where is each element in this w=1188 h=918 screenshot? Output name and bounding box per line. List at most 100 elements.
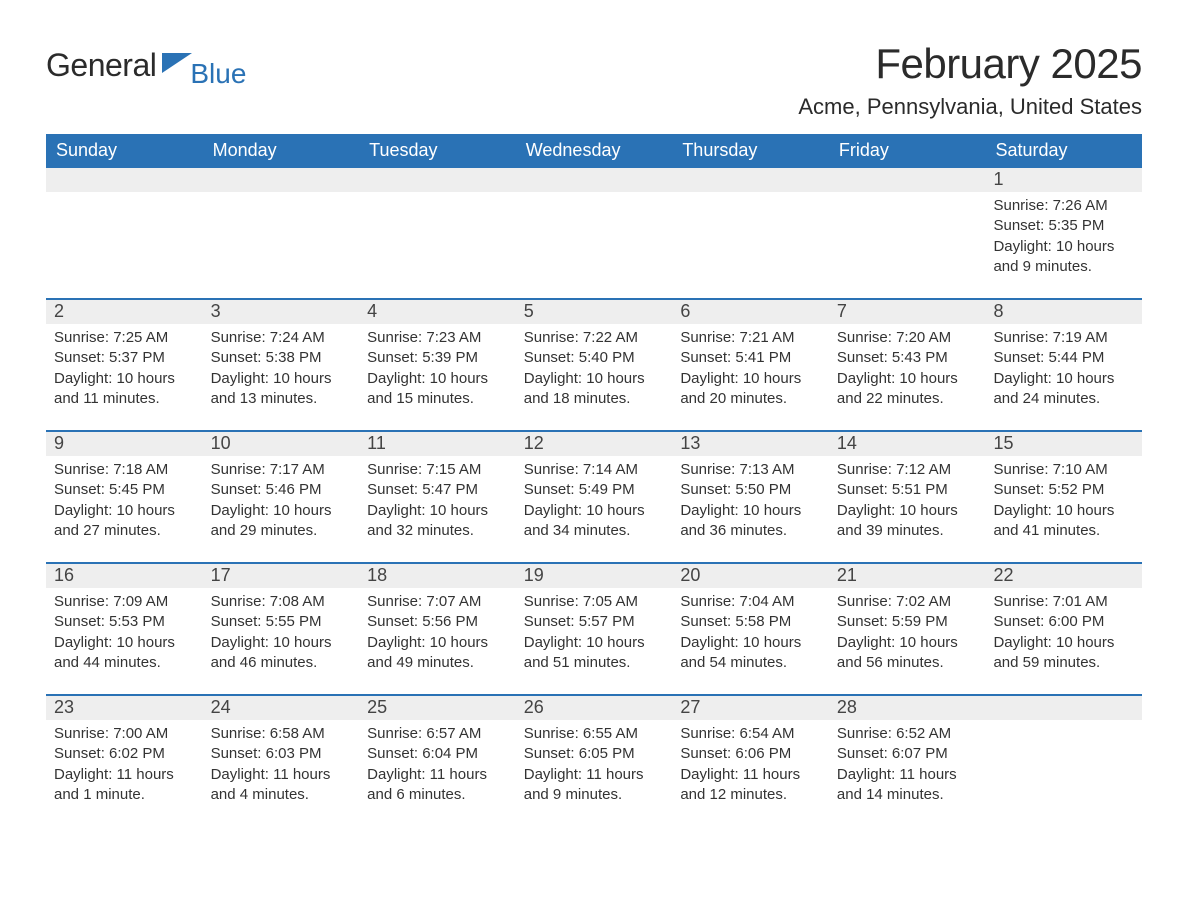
day-daylight: Daylight: 10 hours xyxy=(54,633,195,653)
week-row: 1Sunrise: 7:26 AMSunset: 5:35 PMDaylight… xyxy=(46,168,1142,280)
day-daylight: Daylight: 11 hours xyxy=(211,765,352,785)
day-sunset: Sunset: 5:46 PM xyxy=(211,480,352,500)
day-detail: Sunrise: 7:09 AMSunset: 5:53 PMDaylight:… xyxy=(46,588,203,676)
day-sunset: Sunset: 5:49 PM xyxy=(524,480,665,500)
day-detail-row: Sunrise: 7:25 AMSunset: 5:37 PMDaylight:… xyxy=(46,324,1142,412)
title-block: February 2025 Acme, Pennsylvania, United… xyxy=(798,40,1142,120)
day-sunrise: Sunrise: 7:01 AM xyxy=(993,592,1134,612)
day-daylight: Daylight: 10 hours xyxy=(680,633,821,653)
day-detail: Sunrise: 7:07 AMSunset: 5:56 PMDaylight:… xyxy=(359,588,516,676)
day-daylight: Daylight: 10 hours xyxy=(524,369,665,389)
day-daylight: Daylight: 10 hours xyxy=(837,369,978,389)
day-sunrise: Sunrise: 7:00 AM xyxy=(54,724,195,744)
day-sunset: Sunset: 5:47 PM xyxy=(367,480,508,500)
day-number-row: 9101112131415 xyxy=(46,432,1142,456)
day-sunset: Sunset: 5:38 PM xyxy=(211,348,352,368)
dow-cell: Wednesday xyxy=(516,134,673,168)
day-detail: Sunrise: 6:52 AMSunset: 6:07 PMDaylight:… xyxy=(829,720,986,808)
day-sunrise: Sunrise: 6:54 AM xyxy=(680,724,821,744)
day-sunrise: Sunrise: 7:12 AM xyxy=(837,460,978,480)
day-daylight: Daylight: 10 hours xyxy=(54,369,195,389)
day-sunrise: Sunrise: 7:14 AM xyxy=(524,460,665,480)
day-daylight: Daylight: 11 hours xyxy=(837,765,978,785)
day-sunset: Sunset: 6:02 PM xyxy=(54,744,195,764)
day-sunset: Sunset: 6:07 PM xyxy=(837,744,978,764)
day-sunset: Sunset: 5:57 PM xyxy=(524,612,665,632)
day-detail: Sunrise: 6:54 AMSunset: 6:06 PMDaylight:… xyxy=(672,720,829,808)
day-sunrise: Sunrise: 7:21 AM xyxy=(680,328,821,348)
day-daylight2: and 22 minutes. xyxy=(837,389,978,409)
day-daylight2: and 24 minutes. xyxy=(993,389,1134,409)
day-daylight2: and 29 minutes. xyxy=(211,521,352,541)
day-detail: Sunrise: 7:19 AMSunset: 5:44 PMDaylight:… xyxy=(985,324,1142,412)
day-number: 25 xyxy=(359,696,516,720)
day-sunrise: Sunrise: 7:25 AM xyxy=(54,328,195,348)
day-daylight: Daylight: 10 hours xyxy=(211,369,352,389)
day-detail xyxy=(203,192,360,280)
dow-cell: Sunday xyxy=(46,134,203,168)
day-detail: Sunrise: 7:08 AMSunset: 5:55 PMDaylight:… xyxy=(203,588,360,676)
day-detail: Sunrise: 7:04 AMSunset: 5:58 PMDaylight:… xyxy=(672,588,829,676)
day-daylight2: and 41 minutes. xyxy=(993,521,1134,541)
day-sunset: Sunset: 6:00 PM xyxy=(993,612,1134,632)
day-daylight: Daylight: 11 hours xyxy=(367,765,508,785)
day-detail: Sunrise: 7:18 AMSunset: 5:45 PMDaylight:… xyxy=(46,456,203,544)
day-detail: Sunrise: 7:00 AMSunset: 6:02 PMDaylight:… xyxy=(46,720,203,808)
day-sunrise: Sunrise: 7:24 AM xyxy=(211,328,352,348)
day-sunset: Sunset: 5:45 PM xyxy=(54,480,195,500)
day-detail: Sunrise: 7:25 AMSunset: 5:37 PMDaylight:… xyxy=(46,324,203,412)
day-sunset: Sunset: 5:51 PM xyxy=(837,480,978,500)
day-number: 17 xyxy=(203,564,360,588)
day-detail: Sunrise: 7:14 AMSunset: 5:49 PMDaylight:… xyxy=(516,456,673,544)
day-detail xyxy=(985,720,1142,808)
dow-cell: Friday xyxy=(829,134,986,168)
day-sunset: Sunset: 5:56 PM xyxy=(367,612,508,632)
day-number: 12 xyxy=(516,432,673,456)
day-detail: Sunrise: 7:20 AMSunset: 5:43 PMDaylight:… xyxy=(829,324,986,412)
day-sunset: Sunset: 6:03 PM xyxy=(211,744,352,764)
day-detail: Sunrise: 6:58 AMSunset: 6:03 PMDaylight:… xyxy=(203,720,360,808)
week-row: 2345678Sunrise: 7:25 AMSunset: 5:37 PMDa… xyxy=(46,298,1142,412)
day-sunrise: Sunrise: 6:55 AM xyxy=(524,724,665,744)
day-daylight: Daylight: 10 hours xyxy=(837,633,978,653)
day-daylight2: and 11 minutes. xyxy=(54,389,195,409)
dow-cell: Tuesday xyxy=(359,134,516,168)
day-sunrise: Sunrise: 7:10 AM xyxy=(993,460,1134,480)
day-number: 16 xyxy=(46,564,203,588)
day-detail: Sunrise: 7:01 AMSunset: 6:00 PMDaylight:… xyxy=(985,588,1142,676)
day-sunset: Sunset: 5:35 PM xyxy=(993,216,1134,236)
day-daylight2: and 15 minutes. xyxy=(367,389,508,409)
day-number: 10 xyxy=(203,432,360,456)
day-sunrise: Sunrise: 6:52 AM xyxy=(837,724,978,744)
day-daylight2: and 1 minute. xyxy=(54,785,195,805)
day-sunrise: Sunrise: 6:57 AM xyxy=(367,724,508,744)
day-daylight: Daylight: 10 hours xyxy=(993,237,1134,257)
dow-cell: Monday xyxy=(203,134,360,168)
day-number xyxy=(203,168,360,192)
day-sunrise: Sunrise: 7:15 AM xyxy=(367,460,508,480)
week-row: 16171819202122Sunrise: 7:09 AMSunset: 5:… xyxy=(46,562,1142,676)
day-number: 14 xyxy=(829,432,986,456)
calendar-page: General Blue February 2025 Acme, Pennsyl… xyxy=(0,0,1188,838)
day-number: 28 xyxy=(829,696,986,720)
day-detail: Sunrise: 7:12 AMSunset: 5:51 PMDaylight:… xyxy=(829,456,986,544)
day-detail: Sunrise: 7:24 AMSunset: 5:38 PMDaylight:… xyxy=(203,324,360,412)
day-daylight2: and 27 minutes. xyxy=(54,521,195,541)
day-sunrise: Sunrise: 7:17 AM xyxy=(211,460,352,480)
day-daylight2: and 13 minutes. xyxy=(211,389,352,409)
day-number-row: 232425262728 xyxy=(46,696,1142,720)
weeks-container: 1Sunrise: 7:26 AMSunset: 5:35 PMDaylight… xyxy=(46,168,1142,808)
day-detail: Sunrise: 7:21 AMSunset: 5:41 PMDaylight:… xyxy=(672,324,829,412)
day-number xyxy=(516,168,673,192)
day-number: 7 xyxy=(829,300,986,324)
logo-flag-icon xyxy=(162,53,192,80)
day-detail xyxy=(46,192,203,280)
day-daylight2: and 36 minutes. xyxy=(680,521,821,541)
logo-word-2: Blue xyxy=(190,58,246,90)
day-sunset: Sunset: 5:44 PM xyxy=(993,348,1134,368)
day-daylight2: and 18 minutes. xyxy=(524,389,665,409)
day-daylight2: and 32 minutes. xyxy=(367,521,508,541)
day-number: 21 xyxy=(829,564,986,588)
day-detail: Sunrise: 7:17 AMSunset: 5:46 PMDaylight:… xyxy=(203,456,360,544)
calendar-grid: Sunday Monday Tuesday Wednesday Thursday… xyxy=(46,134,1142,808)
